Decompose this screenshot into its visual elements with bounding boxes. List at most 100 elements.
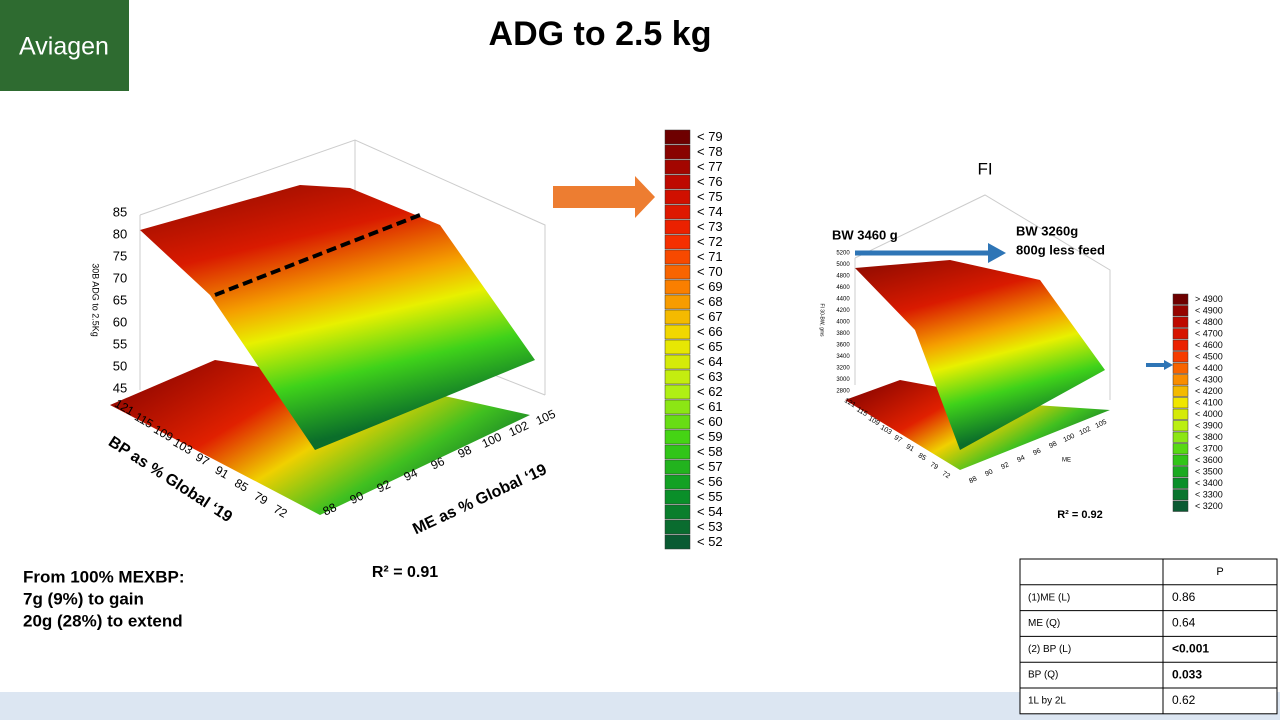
legend-swatch: [1172, 420, 1189, 432]
y-axis-label: ME as % Global ‘19: [410, 461, 549, 538]
tick-label: 94: [1016, 454, 1026, 464]
tick-label: 91: [213, 463, 232, 482]
legend-label: < 4600: [1195, 340, 1223, 350]
legend-label: < 4100: [1195, 398, 1223, 408]
legend-label: < 4000: [1195, 409, 1223, 419]
legend-label: < 64: [697, 354, 723, 369]
legend-label: < 58: [697, 444, 723, 459]
legend-swatch: [664, 399, 691, 415]
y-axis-label: ME: [1062, 458, 1071, 464]
logo-box: [0, 0, 129, 91]
tick-label: 4400: [836, 297, 850, 303]
table-cell: 0.86: [1172, 590, 1196, 604]
z-axis-label: FI 30-BW, gms: [819, 303, 825, 337]
tick-label: 90: [984, 468, 994, 478]
tick-label: 92: [1000, 461, 1010, 471]
annotation: BW 3460 g: [832, 227, 898, 242]
note-line: 7g (9%) to gain: [23, 589, 144, 608]
tick-label: 105: [534, 407, 558, 428]
note: From 100% MEXBP: 7g (9%) to gain 20g (28…: [23, 567, 185, 630]
legend-swatch: [664, 534, 691, 550]
legend-swatch: [664, 279, 691, 295]
legend-swatch: [664, 339, 691, 355]
legend-swatch: [1172, 466, 1189, 478]
tick-label: 88: [321, 500, 339, 518]
legend-swatch: [664, 129, 691, 145]
legend-swatch: [664, 174, 691, 190]
legend-label: < 74: [697, 204, 723, 219]
legend-label: < 3600: [1195, 455, 1223, 465]
legend-label: < 4400: [1195, 363, 1223, 373]
legend-label: < 71: [697, 249, 723, 264]
legend-swatch: [1172, 397, 1189, 409]
tick-label: 90: [348, 488, 366, 506]
legend-label: < 67: [697, 309, 723, 324]
legend-swatch: [1172, 477, 1189, 489]
legend-label: < 4800: [1195, 317, 1223, 327]
tick-label: 88: [968, 475, 978, 485]
legend-swatch: [664, 369, 691, 385]
tick-label: 60: [113, 314, 127, 329]
tick-label: 65: [113, 292, 127, 307]
tick-label: 115: [855, 406, 868, 418]
legend-swatch: [1172, 489, 1189, 501]
tick-label: 92: [375, 477, 393, 495]
legend-swatch: [664, 459, 691, 475]
legend-label: < 66: [697, 324, 723, 339]
legend-swatch: [1172, 316, 1189, 328]
legend-swatch: [1172, 454, 1189, 466]
legend-label: < 3400: [1195, 478, 1223, 488]
tick-label: 98: [1048, 440, 1058, 450]
annotation: BW 3260g: [1016, 223, 1078, 238]
legend-label: < 3500: [1195, 467, 1223, 477]
tick-label: 5000: [836, 262, 850, 268]
table-cell: 0.64: [1172, 616, 1196, 630]
tick-label: 3000: [836, 377, 850, 383]
r2-right: R² = 0.92: [1057, 509, 1103, 521]
legend-label: < 63: [697, 369, 723, 384]
table-cell: <0.001: [1172, 641, 1209, 655]
legend-swatch: [664, 324, 691, 340]
legend-swatch: [664, 189, 691, 205]
legend-label: < 4300: [1195, 375, 1223, 385]
legend-label: < 4700: [1195, 329, 1223, 339]
legend-swatch: [664, 384, 691, 400]
table: P (1)ME (L) 0.86 ME (Q) 0.64 (2) BP (L) <0.001…: [1019, 558, 1278, 715]
legend-swatch: [1172, 362, 1189, 374]
legend-swatch: [1172, 374, 1189, 386]
legend-swatch: [1172, 408, 1189, 420]
tick-label: 2800: [836, 389, 850, 395]
table-cell: 1L by 2L: [1028, 696, 1066, 707]
legend-label: < 3300: [1195, 490, 1223, 500]
legend-swatch: [664, 429, 691, 445]
logo: Aviagen: [19, 33, 109, 61]
legend-swatch: [664, 414, 691, 430]
tick-label: 45: [113, 380, 127, 395]
table-header: P: [1216, 566, 1223, 578]
tick-label: 72: [941, 470, 951, 480]
table-cell: (2) BP (L): [1028, 644, 1071, 655]
legend-label: < 55: [697, 489, 723, 504]
legend-label: < 73: [697, 219, 723, 234]
legend-label: < 3900: [1195, 421, 1223, 431]
legend-label: < 62: [697, 384, 723, 399]
legend-swatch: [664, 489, 691, 505]
legend-label: < 75: [697, 189, 723, 204]
tick-label: 4600: [836, 285, 850, 291]
legend-swatch: [664, 264, 691, 280]
legend-swatch: [664, 204, 691, 220]
tick-label: 80: [113, 226, 127, 241]
tick-label: 105: [1094, 419, 1108, 430]
right-box: [854, 194, 1111, 400]
legend-swatch: [664, 234, 691, 250]
note-line: From 100% MEXBP:: [23, 567, 185, 586]
title: ADG to 2.5 kg: [489, 15, 712, 53]
tick-label: 3800: [836, 331, 850, 337]
tick-label: 97: [893, 434, 903, 444]
table-cell: (1)ME (L): [1028, 592, 1070, 603]
legend-label: < 4900: [1195, 306, 1223, 316]
legend-label: < 4200: [1195, 386, 1223, 396]
tick-label: 85: [917, 452, 927, 462]
legend-swatch: [1172, 385, 1189, 397]
